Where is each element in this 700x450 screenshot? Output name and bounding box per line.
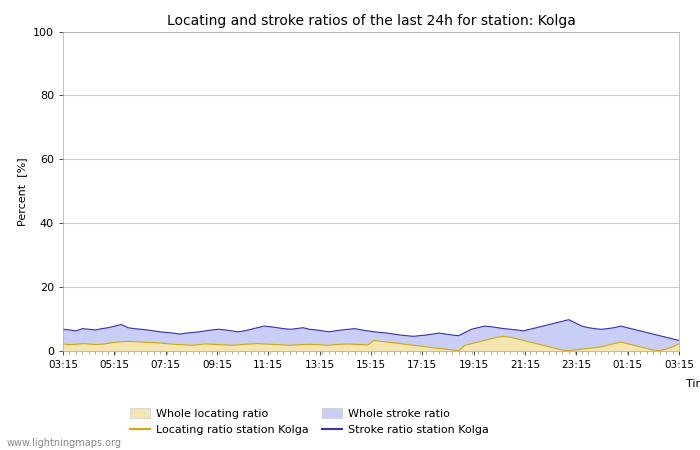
Y-axis label: Percent  [%]: Percent [%]	[18, 157, 27, 225]
Legend: Whole locating ratio, Locating ratio station Kolga, Whole stroke ratio, Stroke r: Whole locating ratio, Locating ratio sta…	[130, 409, 489, 435]
Text: Time: Time	[686, 379, 700, 389]
Title: Locating and stroke ratios of the last 24h for station: Kolga: Locating and stroke ratios of the last 2…	[167, 14, 575, 27]
Text: www.lightningmaps.org: www.lightningmaps.org	[7, 438, 122, 448]
